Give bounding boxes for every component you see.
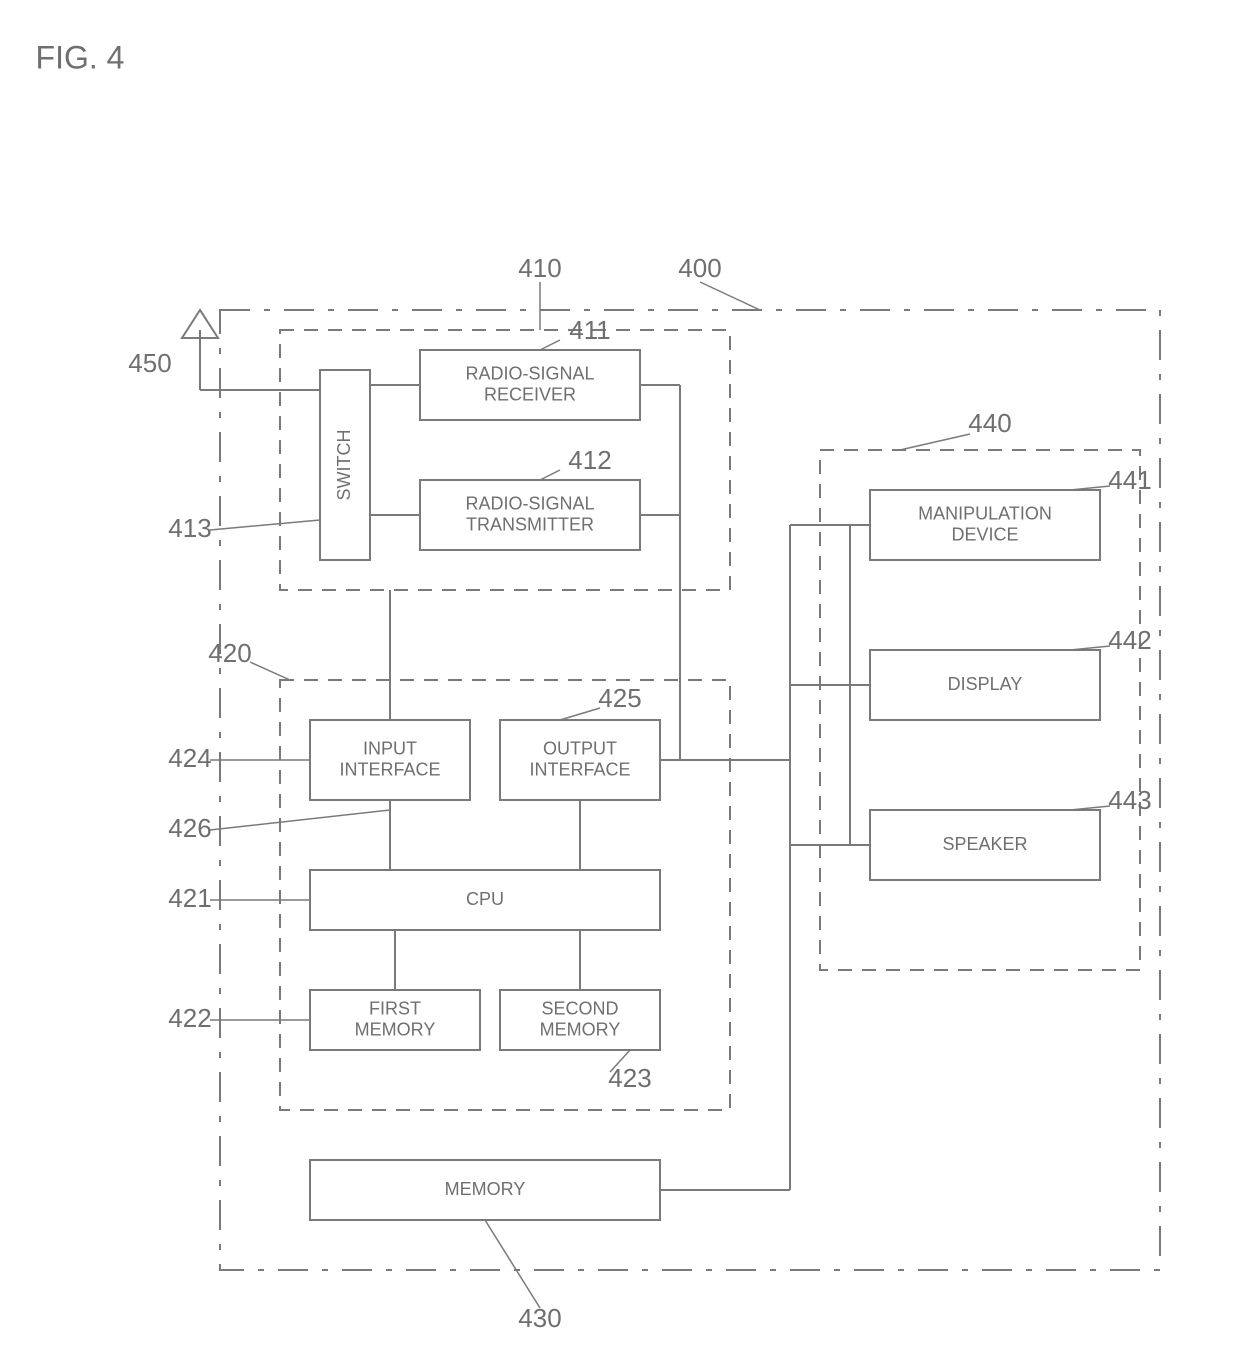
svg-text:SPEAKER: SPEAKER xyxy=(942,834,1027,854)
svg-text:DISPLAY: DISPLAY xyxy=(948,674,1023,694)
svg-text:411: 411 xyxy=(569,315,610,345)
svg-text:425: 425 xyxy=(598,683,641,713)
svg-text:424: 424 xyxy=(168,743,211,773)
svg-text:FIRSTMEMORY: FIRSTMEMORY xyxy=(355,998,436,1039)
svg-text:442: 442 xyxy=(1108,625,1151,655)
svg-text:420: 420 xyxy=(208,638,251,668)
svg-text:443: 443 xyxy=(1108,785,1151,815)
svg-text:412: 412 xyxy=(568,445,611,475)
svg-text:400: 400 xyxy=(678,253,721,283)
svg-text:FIG. 4: FIG. 4 xyxy=(36,39,125,75)
svg-text:450: 450 xyxy=(128,348,171,378)
svg-text:INPUTINTERFACE: INPUTINTERFACE xyxy=(339,738,440,779)
svg-text:441: 441 xyxy=(1108,465,1151,495)
svg-text:MEMORY: MEMORY xyxy=(445,1179,526,1199)
svg-text:CPU: CPU xyxy=(466,889,504,909)
svg-text:413: 413 xyxy=(168,513,211,543)
svg-text:RADIO-SIGNALRECEIVER: RADIO-SIGNALRECEIVER xyxy=(465,363,594,404)
block-diagram: FIG. 4 RADIO-SIGNALRECEIVER RADIO-SIGNALTR… xyxy=(0,0,1240,1362)
svg-text:410: 410 xyxy=(518,253,561,283)
svg-text:421: 421 xyxy=(168,883,211,913)
svg-text:422: 422 xyxy=(168,1003,211,1033)
svg-text:440: 440 xyxy=(968,408,1011,438)
svg-text:RADIO-SIGNALTRANSMITTER: RADIO-SIGNALTRANSMITTER xyxy=(465,493,594,534)
svg-text:SECONDMEMORY: SECONDMEMORY xyxy=(540,998,621,1039)
svg-text:426: 426 xyxy=(168,813,211,843)
svg-text:OUTPUTINTERFACE: OUTPUTINTERFACE xyxy=(529,738,630,779)
svg-text:MANIPULATIONDEVICE: MANIPULATIONDEVICE xyxy=(918,503,1052,544)
svg-text:SWITCH: SWITCH xyxy=(334,430,354,501)
